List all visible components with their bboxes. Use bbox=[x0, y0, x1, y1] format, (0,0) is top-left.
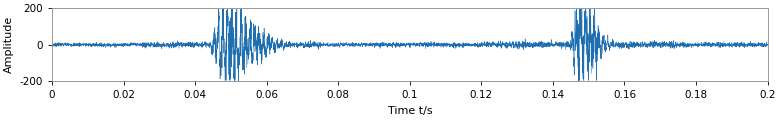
Y-axis label: Amplitude: Amplitude bbox=[4, 16, 14, 73]
X-axis label: Time t/s: Time t/s bbox=[388, 106, 432, 116]
